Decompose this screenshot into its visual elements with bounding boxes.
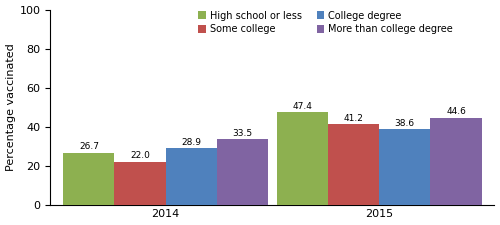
Bar bbox=[430, 118, 482, 205]
Text: 26.7: 26.7 bbox=[79, 142, 99, 151]
Text: 28.9: 28.9 bbox=[182, 138, 202, 147]
Bar bbox=[328, 124, 379, 205]
Text: 44.6: 44.6 bbox=[446, 107, 466, 116]
Legend: High school or less, Some college, College degree, More than college degree: High school or less, Some college, Colle… bbox=[198, 11, 453, 34]
Bar bbox=[217, 139, 268, 205]
Bar bbox=[276, 112, 328, 205]
Text: 41.2: 41.2 bbox=[344, 114, 363, 123]
Text: 22.0: 22.0 bbox=[130, 151, 150, 160]
Y-axis label: Percentage vaccinated: Percentage vaccinated bbox=[6, 43, 16, 171]
Text: 38.6: 38.6 bbox=[394, 119, 415, 128]
Text: 33.5: 33.5 bbox=[232, 129, 252, 138]
Text: 47.4: 47.4 bbox=[292, 101, 312, 110]
Bar bbox=[114, 162, 166, 205]
Bar bbox=[166, 148, 217, 205]
Bar bbox=[64, 153, 114, 205]
Bar bbox=[379, 129, 430, 205]
